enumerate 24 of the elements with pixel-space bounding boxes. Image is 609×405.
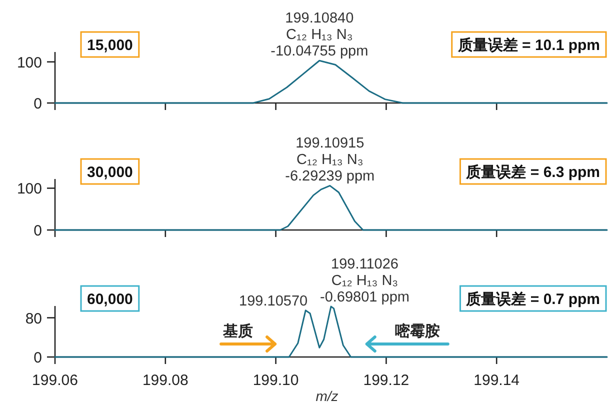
- annotation: 199.10570: [239, 293, 308, 310]
- annotation: 199.11026 C₁₂ H₁₃ N₃ -0.69801 ppm: [320, 256, 410, 306]
- annotation: 15,000: [87, 37, 133, 54]
- annotation: 199.10915 C₁₂ H₁₃ N₃ -6.29239 ppm: [285, 136, 375, 185]
- annotation: 基质: [222, 323, 254, 340]
- y-tick-label: 0: [34, 222, 42, 240]
- annotation: 199.10840 C₁₂ H₁₃ N₃ -10.04755 ppm: [270, 10, 368, 60]
- x-tick-label: 199.12: [363, 372, 410, 389]
- x-axis-title: m/z: [316, 388, 338, 404]
- annotation: 30,000: [87, 164, 133, 181]
- x-tick-label: 199.08: [142, 372, 188, 389]
- annotation: 60,000: [87, 291, 133, 308]
- x-tick-label: 199.06: [32, 372, 78, 389]
- x-tick-label: 199.14: [474, 372, 520, 389]
- y-tick-label: 100: [16, 180, 42, 198]
- y-tick-label: 0: [34, 96, 42, 112]
- annotation: 质量误差 = 0.7 ppm: [465, 291, 600, 308]
- y-tick-label: 80: [25, 310, 42, 328]
- annotation: 质量误差 = 6.3 ppm: [465, 164, 600, 181]
- y-tick-label: 0: [34, 350, 42, 366]
- y-tick-label: 100: [16, 54, 42, 72]
- annotation: 嘧霉胺: [394, 322, 440, 340]
- annotation: 质量误差 = 10.1 ppm: [456, 37, 600, 54]
- x-tick-label: 199.10: [252, 372, 299, 389]
